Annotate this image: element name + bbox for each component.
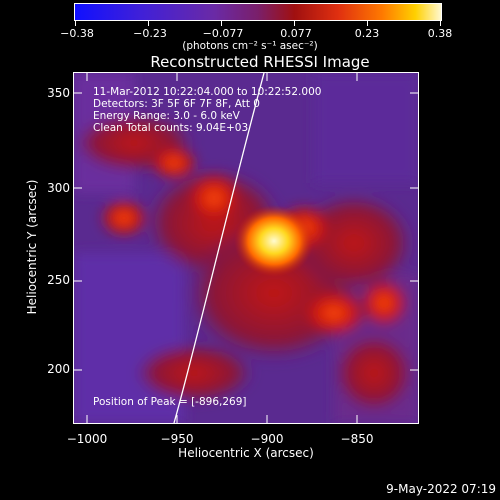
peak-position-text: Position of Peak = [-896,269] bbox=[93, 396, 247, 408]
x-tick-label: −950 bbox=[160, 432, 194, 446]
colorbar bbox=[74, 3, 442, 21]
colorbar-tick bbox=[221, 20, 222, 26]
colorbar-tick bbox=[440, 20, 441, 26]
peak-source bbox=[234, 205, 314, 277]
colorbar-label: −0.38 bbox=[60, 27, 94, 40]
y-axis-label: Heliocentric Y (arcsec) bbox=[25, 179, 39, 315]
image-title: Reconstructed RHESSI Image bbox=[150, 53, 370, 71]
y-tick-label: 350 bbox=[47, 86, 70, 100]
x-axis-label: Heliocentric X (arcsec) bbox=[178, 446, 314, 460]
colorbar-tick bbox=[148, 20, 149, 26]
timestamp: 9-May-2022 07:19 bbox=[386, 482, 496, 496]
y-tick-label: 250 bbox=[47, 273, 70, 287]
rhessi-image-canvas bbox=[74, 73, 418, 423]
colorbar-units: (photons cm⁻² s⁻¹ asec⁻²) bbox=[182, 40, 318, 52]
solar-limb-line bbox=[173, 73, 265, 423]
y-tick-label: 300 bbox=[47, 181, 70, 195]
colorbar-label: −0.077 bbox=[202, 27, 244, 40]
colorbar-label: 0.077 bbox=[280, 27, 312, 40]
time-range-text: 11-Mar-2012 10:22:04.000 to 10:22:52.000 bbox=[93, 86, 322, 98]
colorbar-tick bbox=[294, 20, 295, 26]
emission-field bbox=[74, 73, 418, 423]
energy-range-text: Energy Range: 3.0 - 6.0 keV bbox=[93, 110, 240, 122]
colorbar-label: 0.38 bbox=[427, 27, 453, 40]
rhessi-image bbox=[73, 72, 419, 424]
axis-ticks bbox=[74, 73, 418, 423]
colorbar-tick bbox=[75, 20, 76, 26]
y-tick-label: 200 bbox=[47, 362, 70, 376]
x-tick-label: −1000 bbox=[66, 432, 108, 446]
colorbar-tick bbox=[367, 20, 368, 26]
colorbar-label: −0.23 bbox=[133, 27, 167, 40]
colorbar-label: 0.23 bbox=[354, 27, 380, 40]
clean-counts-text: Clean Total counts: 9.04E+03 bbox=[93, 122, 249, 134]
x-tick-label: −850 bbox=[340, 432, 374, 446]
x-tick-label: −900 bbox=[250, 432, 284, 446]
detectors-text: Detectors: 3F 5F 6F 7F 8F, Att 0 bbox=[93, 98, 260, 110]
